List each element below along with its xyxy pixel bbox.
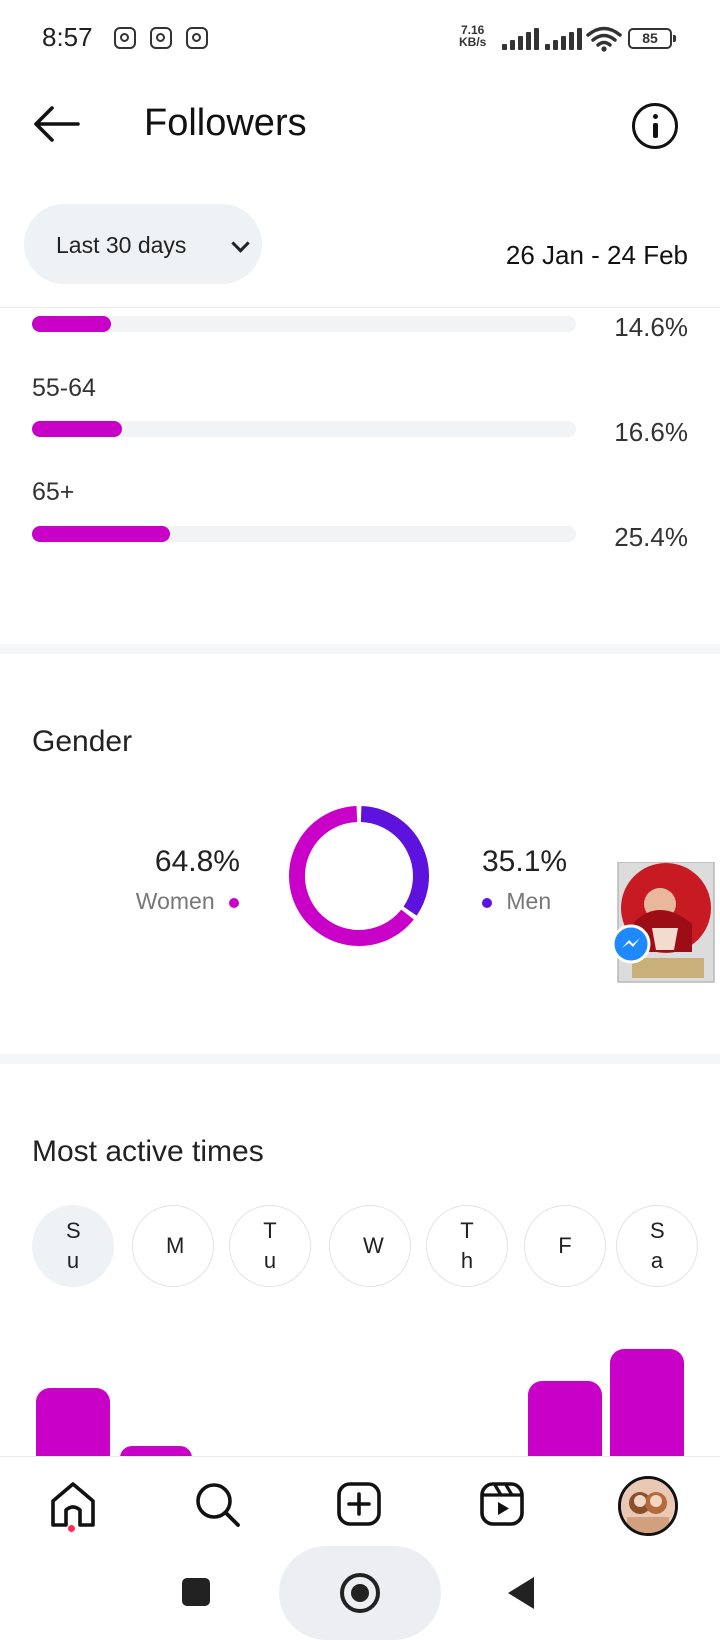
hour-bar bbox=[36, 1388, 110, 1458]
age-percent: 14.6% bbox=[614, 312, 688, 342]
day-tab-monday[interactable]: M bbox=[132, 1205, 214, 1287]
day-tab-thursday[interactable]: Th bbox=[426, 1205, 508, 1287]
age-bar-fill bbox=[32, 421, 123, 437]
hour-bar bbox=[528, 1381, 602, 1458]
period-dropdown[interactable]: Last 30 days bbox=[24, 204, 262, 284]
hour-bar bbox=[610, 1349, 684, 1458]
period-label: Last 30 days bbox=[56, 232, 187, 258]
status-time: 8:57 bbox=[42, 22, 93, 52]
age-bar-track bbox=[32, 421, 576, 437]
profile-avatar-image bbox=[621, 1479, 675, 1533]
back-arrow-icon[interactable] bbox=[30, 102, 82, 146]
home-button[interactable] bbox=[279, 1546, 441, 1640]
gender-title: Gender bbox=[32, 725, 133, 758]
messenger-chat-head[interactable] bbox=[611, 861, 718, 988]
donut-slice-women bbox=[289, 806, 414, 946]
men-legend-dot bbox=[482, 897, 492, 908]
day-tab-friday[interactable]: F bbox=[524, 1205, 606, 1287]
men-label: Men bbox=[506, 888, 552, 914]
bottom-nav bbox=[0, 1456, 720, 1550]
active-times-title: Most active times bbox=[32, 1135, 264, 1168]
section-divider bbox=[0, 1054, 720, 1064]
hour-bar bbox=[120, 1446, 192, 1458]
search-icon[interactable] bbox=[190, 1477, 244, 1531]
gender-donut-chart bbox=[289, 806, 429, 946]
age-bar-track bbox=[32, 526, 576, 542]
age-bar-fill bbox=[32, 316, 112, 332]
date-range: 26 Jan - 24 Feb bbox=[505, 240, 688, 270]
page-title: Followers bbox=[144, 102, 307, 144]
day-tab-saturday[interactable]: Sa bbox=[616, 1205, 698, 1287]
signal-icon bbox=[502, 28, 540, 50]
battery-indicator: 85 bbox=[628, 28, 676, 49]
network-speed: 7.16 KB/s bbox=[459, 23, 487, 49]
instagram-icon bbox=[186, 27, 208, 49]
system-back-button[interactable] bbox=[508, 1577, 534, 1609]
reels-icon[interactable] bbox=[475, 1477, 529, 1531]
women-legend: Women bbox=[136, 888, 239, 915]
women-legend-dot bbox=[229, 897, 239, 908]
create-icon[interactable] bbox=[332, 1477, 386, 1531]
chat-head-avatar bbox=[611, 861, 715, 983]
section-divider bbox=[0, 644, 720, 654]
home-circle-icon bbox=[340, 1573, 380, 1613]
age-percent: 16.6% bbox=[614, 417, 688, 447]
home-notification-dot bbox=[68, 1525, 75, 1532]
home-icon[interactable] bbox=[46, 1477, 100, 1531]
chevron-down-icon bbox=[231, 234, 250, 253]
instagram-icon bbox=[150, 27, 172, 49]
profile-avatar[interactable] bbox=[618, 1476, 678, 1536]
day-tab-sunday[interactable]: Su bbox=[32, 1205, 114, 1287]
men-percent: 35.1% bbox=[482, 845, 568, 878]
age-percent: 25.4% bbox=[614, 522, 688, 552]
day-tab-wednesday[interactable]: W bbox=[329, 1205, 411, 1287]
day-tab-tuesday[interactable]: Tu bbox=[229, 1205, 311, 1287]
status-bar: 8:57 7.16 KB/s 85 bbox=[0, 0, 720, 80]
recents-button[interactable] bbox=[182, 1578, 210, 1606]
women-label: Women bbox=[135, 888, 215, 914]
signal-icon bbox=[545, 28, 583, 50]
age-label: 55-64 bbox=[32, 374, 96, 402]
info-icon[interactable] bbox=[632, 103, 678, 149]
men-legend: Men bbox=[482, 888, 551, 915]
instagram-icon bbox=[114, 27, 136, 49]
women-percent: 64.8% bbox=[154, 845, 240, 878]
age-label: 65+ bbox=[32, 478, 75, 506]
wifi-icon bbox=[586, 26, 622, 52]
donut-slice-men bbox=[360, 806, 429, 916]
age-bar-fill bbox=[32, 526, 171, 542]
age-bar-track bbox=[32, 316, 576, 332]
divider bbox=[0, 307, 720, 308]
